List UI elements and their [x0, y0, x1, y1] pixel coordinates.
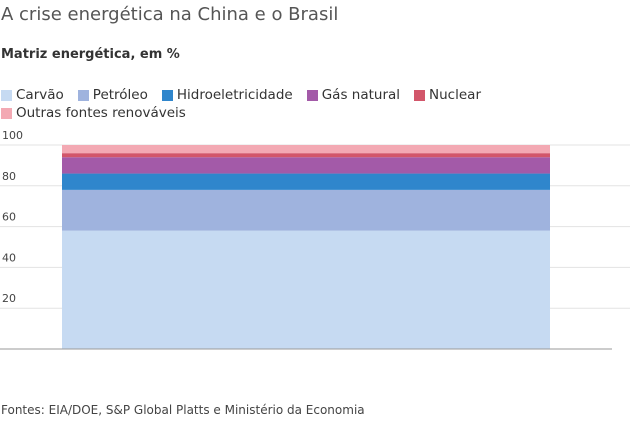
legend-swatch — [1, 89, 12, 101]
chart-title: A crise energética na China e o Brasil — [1, 4, 339, 25]
legend-item: Hidroeletricidade — [161, 87, 293, 103]
legend-label: Outras fontes renováveis — [16, 105, 186, 121]
y-tick-label: 40 — [2, 251, 16, 264]
legend-item: Nuclear — [414, 87, 481, 103]
legend-swatch — [306, 89, 318, 101]
bar-segment — [62, 145, 550, 154]
legend-item: Petróleo — [77, 87, 148, 103]
bar-segment — [62, 153, 550, 158]
legend-swatch — [161, 89, 173, 101]
legend-label: Carvão — [16, 87, 64, 103]
legend-swatch — [414, 89, 426, 101]
legend-item: Carvão — [1, 87, 64, 103]
legend-label: Gás natural — [321, 87, 401, 103]
y-tick-label: 60 — [2, 211, 16, 224]
chart-legend: Carvão Petróleo Hidroeletricidade Gás natur… — [1, 87, 601, 121]
legend-label: Nuclear — [429, 87, 481, 103]
bar-segment — [62, 173, 550, 190]
bar-segment — [62, 157, 550, 174]
y-tick-label: 100 — [2, 129, 23, 142]
legend-label: Petróleo — [92, 87, 148, 103]
legend-item: Outras fontes renováveis — [1, 105, 186, 121]
y-tick-label: 80 — [2, 170, 16, 183]
legend-swatch — [77, 89, 89, 101]
legend-swatch — [1, 107, 12, 119]
bar-segment — [62, 189, 550, 231]
stacked-bar-chart: 20 40 60 80 100 — [0, 129, 630, 350]
legend-item: Gás natural — [306, 87, 401, 103]
y-tick-label: 20 — [2, 292, 16, 305]
chart-subtitle: Matriz energética, em % — [1, 47, 180, 62]
source-note: Fontes: EIA/DOE, S&P Global Platts e Min… — [1, 403, 365, 417]
bar-segment — [62, 230, 550, 349]
legend-label: Hidroeletricidade — [176, 87, 293, 103]
